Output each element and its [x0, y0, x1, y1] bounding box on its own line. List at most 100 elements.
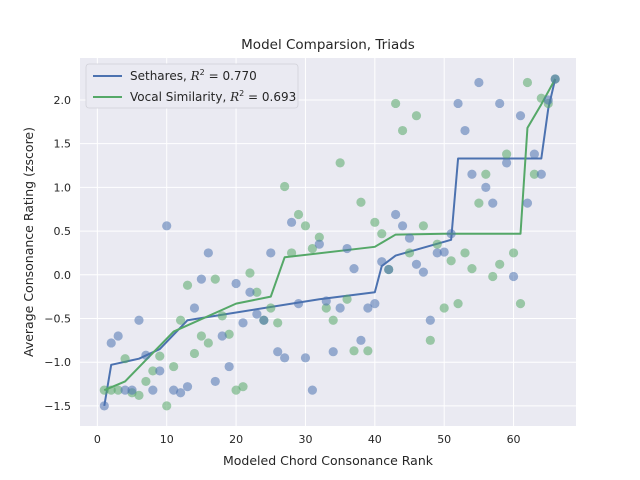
- point-sethares: [196, 274, 206, 284]
- point-vocal-similarity: [377, 229, 387, 239]
- point-sethares: [259, 315, 269, 325]
- point-sethares: [495, 98, 505, 109]
- point-vocal-similarity: [481, 169, 491, 179]
- point-sethares: [328, 347, 338, 357]
- point-sethares: [169, 385, 179, 395]
- point-vocal-similarity: [314, 232, 324, 242]
- tick-labels: 0 10 20 30 40 50 60 −1.5 −1.0 −0.5 0.0 0.5 1.0 1.5 2.0: [44, 94, 520, 446]
- point-sethares: [432, 248, 442, 258]
- point-vocal-similarity: [189, 348, 200, 359]
- point-sethares: [446, 229, 456, 239]
- point-sethares: [266, 248, 276, 258]
- point-sethares: [453, 98, 463, 109]
- point-vocal-similarity: [467, 264, 477, 274]
- point-sethares: [293, 299, 304, 309]
- point-vocal-similarity: [99, 385, 109, 395]
- point-vocal-similarity: [328, 315, 338, 325]
- legend-label-vocal-similarity: Vocal Similarity, R2 = 0.693: [130, 89, 296, 104]
- legend-label-sethares: Sethares, R2 = 0.770: [130, 68, 257, 83]
- point-vocal-similarity: [231, 385, 241, 395]
- point-vocal-similarity: [349, 346, 359, 356]
- point-vocal-similarity: [162, 401, 172, 411]
- y-tick-label: −1.0: [44, 356, 71, 369]
- y-tick-label: 2.0: [54, 94, 72, 107]
- x-tick-label: 40: [368, 433, 382, 446]
- point-sethares: [99, 401, 109, 411]
- point-sethares: [238, 318, 248, 328]
- point-sethares: [335, 303, 345, 313]
- point-sethares: [474, 77, 484, 88]
- plot-area: [80, 58, 576, 426]
- point-sethares: [300, 353, 311, 363]
- point-sethares: [349, 264, 359, 274]
- point-vocal-similarity: [502, 149, 512, 159]
- point-vocal-similarity: [266, 303, 276, 313]
- point-sethares: [217, 331, 227, 341]
- point-sethares: [321, 296, 331, 306]
- x-tick-label: 50: [437, 433, 451, 446]
- point-vocal-similarity: [460, 248, 470, 258]
- point-vocal-similarity: [210, 274, 220, 284]
- point-sethares: [356, 335, 366, 345]
- legend-box: [85, 63, 299, 109]
- point-sethares: [508, 271, 519, 282]
- point-vocal-similarity: [391, 98, 401, 109]
- point-vocal-similarity: [175, 315, 186, 325]
- point-vocal-similarity: [245, 268, 255, 278]
- point-vocal-similarity: [439, 303, 449, 313]
- point-vocal-similarity: [252, 287, 262, 297]
- point-sethares: [273, 347, 283, 357]
- point-vocal-similarity: [286, 248, 297, 258]
- point-sethares: [397, 221, 408, 231]
- point-sethares: [210, 376, 220, 387]
- x-tick-label: 20: [229, 433, 243, 446]
- point-vocal-similarity: [217, 311, 227, 321]
- point-vocal-similarity: [196, 331, 206, 341]
- legend: Sethares, R2 = 0.770 Vocal Similarity, R…: [85, 63, 299, 109]
- point-sethares: [113, 331, 123, 341]
- point-vocal-similarity: [515, 299, 526, 309]
- point-sethares: [224, 361, 234, 372]
- legend-r2-sethares: 0.770: [222, 69, 256, 83]
- point-sethares: [363, 303, 373, 313]
- x-tick-label: 60: [507, 433, 521, 446]
- point-sethares: [488, 198, 498, 208]
- point-vocal-similarity: [522, 77, 533, 88]
- point-sethares: [231, 278, 241, 289]
- y-tick-label: 0.5: [54, 225, 72, 238]
- point-sethares: [522, 198, 533, 208]
- point-sethares: [189, 303, 200, 313]
- point-vocal-similarity: [446, 256, 456, 266]
- point-vocal-similarity: [397, 125, 408, 136]
- point-sethares: [467, 169, 477, 179]
- point-vocal-similarity: [404, 248, 415, 258]
- y-tick-label: −0.5: [44, 312, 71, 325]
- point-sethares: [391, 209, 401, 220]
- point-vocal-similarity: [425, 335, 435, 345]
- point-sethares: [148, 385, 158, 395]
- chart-title: Model Comparsion, Triads: [241, 37, 415, 53]
- data-points: [99, 74, 560, 411]
- point-vocal-similarity: [155, 351, 165, 361]
- point-vocal-similarity: [106, 385, 116, 395]
- point-vocal-similarity: [238, 382, 248, 392]
- point-vocal-similarity: [453, 299, 463, 309]
- point-sethares: [536, 169, 546, 179]
- point-sethares: [342, 243, 352, 254]
- point-vocal-similarity: [203, 338, 213, 348]
- point-vocal-similarity: [508, 248, 519, 258]
- point-sethares: [307, 385, 317, 395]
- point-vocal-similarity: [335, 158, 345, 168]
- point-sethares: [127, 385, 137, 395]
- point-vocal-similarity: [182, 280, 193, 290]
- x-tick-label: 10: [160, 433, 174, 446]
- point-sethares: [175, 388, 186, 398]
- point-sethares: [384, 264, 394, 275]
- point-sethares: [120, 385, 130, 395]
- point-sethares: [182, 382, 193, 392]
- point-vocal-similarity: [120, 354, 130, 364]
- point-sethares: [314, 239, 324, 249]
- point-sethares: [162, 221, 172, 231]
- point-vocal-similarity: [474, 198, 484, 208]
